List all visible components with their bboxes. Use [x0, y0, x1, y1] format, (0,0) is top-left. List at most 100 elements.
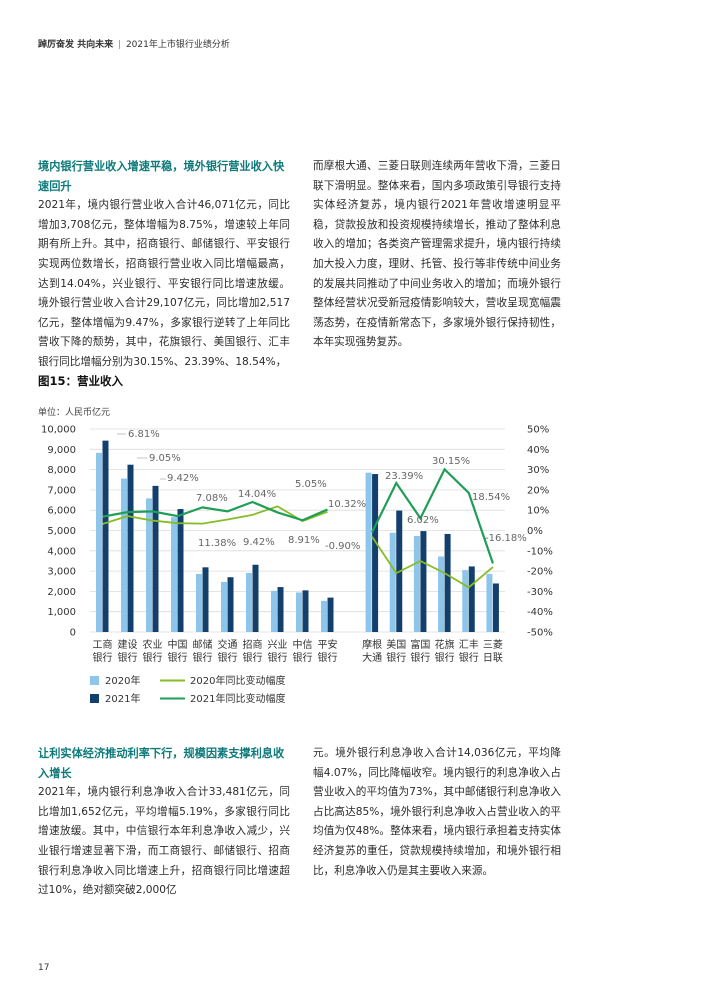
bar-2020: [296, 592, 302, 632]
header-separator: |: [118, 40, 122, 50]
y-left-tick-label: 9,000: [47, 445, 76, 456]
y-right-tick-label: 40%: [527, 445, 549, 456]
bar-2020: [365, 472, 372, 632]
data-label: 6.81%: [128, 429, 160, 440]
bar-2021: [127, 464, 134, 632]
category-label: 平安: [318, 638, 338, 651]
y-right-tick-label: -10%: [527, 546, 553, 557]
data-label: 8.91%: [288, 535, 320, 546]
y-left-tick-label: 6,000: [47, 506, 76, 517]
category-label: 银行: [93, 651, 113, 664]
section2-heading: 让利实体经济推动利率下行，规模因素支撑利息收入增长: [38, 747, 285, 780]
data-label: -0.90%: [325, 541, 360, 552]
bar-2021: [444, 533, 451, 632]
category-label: 花旗: [435, 638, 455, 651]
revenue-chart: 0 1,000 2,000 3,000 4,000 5,000 6,000 7,000 8,00…: [41, 425, 553, 706]
category-label: 银行: [118, 651, 138, 664]
legend-swatch: [90, 676, 99, 685]
category-label: 招商: [243, 638, 263, 651]
data-label: 9.42%: [243, 537, 275, 548]
legend-swatch: [90, 694, 99, 703]
data-label: -16.18%: [485, 533, 527, 544]
category-label: 建设: [118, 638, 138, 651]
legend-label: 2021年同比变动幅度: [190, 692, 285, 705]
bar-2020: [196, 573, 202, 632]
category-label: 银行: [459, 651, 479, 664]
section2-left-text: 2021年，境内银行利息净收入合计33,481亿元，同比增加1,652亿元，平均…: [38, 786, 290, 897]
bar-2020: [271, 590, 277, 632]
line-2020-change: [371, 536, 494, 589]
section2-right-text: 元。境外银行利息净收入合计14,036亿元，平均降幅4.07%，同比降幅收窄。境…: [313, 747, 561, 877]
data-label: 9.05%: [149, 453, 181, 464]
y-left-tick-label: 1,000: [47, 607, 76, 618]
section1-right-column: 而摩根大通、三菱日联则连续两年营收下滑，三菱日联下滑明显。整体来看，国内多项政策…: [313, 157, 561, 353]
y-right-tick-label: -50%: [527, 628, 553, 639]
section1-left-column: 境内银行营业收入增速平稳，境外银行营业收入快速回升 2021年，境内银行营业收入…: [38, 157, 290, 373]
header-subtitle: 2021年上市银行业绩分析: [125, 40, 230, 50]
legend-label: 2020年同比变动幅度: [190, 674, 285, 687]
y-left-tick-label: 5,000: [47, 526, 76, 537]
page-header: 踔厉奋发 共向未来 | 2021年上市银行业绩分析: [38, 37, 230, 50]
y-left-tick-label: 7,000: [47, 485, 76, 496]
category-label: 兴业: [268, 639, 288, 651]
data-label: 11.38%: [198, 538, 236, 549]
bar-2021: [302, 590, 309, 632]
bar-2021: [152, 485, 159, 632]
data-label: 23.39%: [385, 471, 423, 482]
category-label: 农业: [143, 638, 163, 651]
bar-2020: [486, 573, 493, 632]
category-label: 三菱: [483, 639, 503, 651]
data-label: 6.02%: [407, 515, 439, 526]
category-label: 银行: [168, 651, 188, 664]
category-label: 摩根: [362, 638, 382, 651]
y-right-tick-label: 50%: [527, 425, 549, 436]
y-left-tick-label: 8,000: [47, 465, 76, 476]
bar-2021: [177, 509, 184, 632]
category-label: 银行: [143, 651, 163, 664]
bar-2021: [252, 564, 259, 632]
data-label: 30.15%: [432, 456, 470, 467]
y-left-tick-label: 4,000: [47, 546, 76, 557]
bar-2021: [372, 474, 379, 632]
bar-2020: [121, 478, 127, 632]
bar-2021: [102, 440, 109, 632]
bar-2020: [462, 570, 469, 632]
data-label: 18.54%: [472, 492, 510, 503]
section1-left-text: 2021年，境内银行营业收入合计46,071亿元，同比增加3,708亿元，整体增…: [38, 199, 290, 368]
figure-unit: 单位：人民币亿元: [38, 408, 111, 418]
data-label: 5.05%: [295, 479, 327, 490]
legend-label: 2021年: [105, 692, 140, 705]
category-label: 中信: [293, 638, 313, 651]
bar-2020: [221, 581, 227, 632]
category-label: 银行: [218, 651, 238, 664]
bar-2021: [277, 587, 284, 632]
header-brand: 踔厉奋发 共向未来: [38, 40, 114, 50]
bar-2020: [321, 600, 327, 632]
bar-2021: [468, 566, 475, 632]
category-label: 银行: [410, 651, 430, 664]
category-label: 邮储: [193, 638, 213, 651]
bar-2021: [420, 531, 427, 632]
category-label: 汇丰: [459, 638, 479, 651]
category-label: 日联: [483, 652, 503, 664]
section2-right-column: 元。境外银行利息净收入合计14,036亿元，平均降幅4.07%，同比降幅收窄。境…: [313, 744, 561, 881]
section1-heading: 境内银行营业收入增速平稳，境外银行营业收入快速回升: [38, 160, 285, 193]
section2-left-column: 让利实体经济推动利率下行，规模因素支撑利息收入增长 2021年，境内银行利息净收…: [38, 744, 290, 901]
y-right-tick-label: -20%: [527, 567, 553, 578]
line-2021-change: [371, 467, 494, 564]
figure-title: 图15：营业收入: [38, 374, 124, 388]
y-left-tick-label: 2,000: [47, 587, 76, 598]
data-label: 7.08%: [196, 493, 228, 504]
legend-label: 2020年: [105, 674, 140, 687]
y-right-tick-label: 30%: [527, 465, 549, 476]
y-left-tick-label: 0: [70, 628, 76, 639]
bar-2020: [413, 535, 420, 632]
bar-2021: [492, 583, 499, 632]
y-right-tick-label: 20%: [527, 485, 549, 496]
page-number: 17: [38, 963, 50, 973]
category-label: 中国: [168, 638, 188, 651]
category-label: 银行: [268, 651, 288, 664]
bar-2020: [438, 556, 445, 632]
y-right-tick-label: -40%: [527, 607, 553, 618]
category-label: 富国: [410, 638, 430, 651]
